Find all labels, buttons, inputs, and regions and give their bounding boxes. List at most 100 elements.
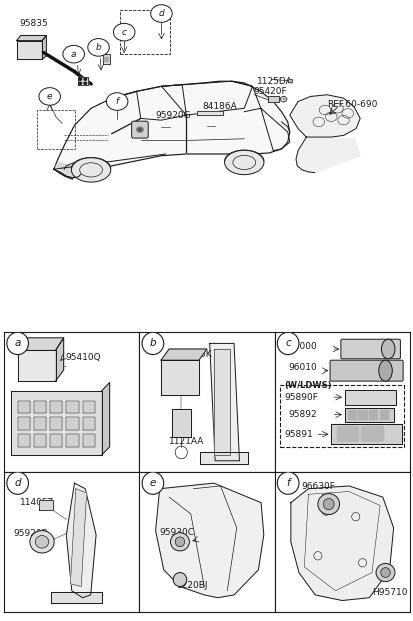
Circle shape <box>113 24 135 41</box>
Polygon shape <box>50 434 62 447</box>
Polygon shape <box>17 35 46 40</box>
Ellipse shape <box>380 568 389 578</box>
Polygon shape <box>18 338 64 350</box>
Circle shape <box>106 93 128 111</box>
Text: 95810K: 95810K <box>177 350 211 360</box>
Ellipse shape <box>35 535 49 548</box>
Polygon shape <box>161 360 198 395</box>
Polygon shape <box>336 434 358 441</box>
Polygon shape <box>360 426 382 433</box>
Ellipse shape <box>71 158 110 182</box>
Polygon shape <box>70 489 86 586</box>
Polygon shape <box>209 343 239 461</box>
FancyBboxPatch shape <box>329 360 402 381</box>
Text: e: e <box>47 92 52 101</box>
Polygon shape <box>197 111 222 116</box>
Circle shape <box>79 78 81 80</box>
Polygon shape <box>51 592 101 604</box>
Polygon shape <box>347 410 355 419</box>
Ellipse shape <box>224 150 263 175</box>
Polygon shape <box>34 434 46 447</box>
Text: e: e <box>150 478 156 488</box>
Polygon shape <box>344 389 395 405</box>
Polygon shape <box>336 426 358 433</box>
Text: d: d <box>158 9 164 18</box>
Polygon shape <box>34 401 46 414</box>
Circle shape <box>173 573 186 586</box>
Polygon shape <box>42 35 46 59</box>
Text: f: f <box>286 478 289 488</box>
Text: (W/LDWS): (W/LDWS) <box>283 381 331 390</box>
Text: c: c <box>285 338 290 348</box>
Polygon shape <box>18 417 30 430</box>
Polygon shape <box>78 77 88 85</box>
Text: 95420F: 95420F <box>253 87 287 96</box>
Polygon shape <box>18 401 30 414</box>
Polygon shape <box>39 500 53 510</box>
Polygon shape <box>155 483 263 597</box>
Text: 96000: 96000 <box>287 342 316 351</box>
Text: 95920B: 95920B <box>14 529 48 538</box>
Polygon shape <box>336 430 358 437</box>
Text: 96010: 96010 <box>287 363 316 372</box>
Circle shape <box>150 5 172 22</box>
Text: 95835: 95835 <box>20 19 48 28</box>
Polygon shape <box>66 483 96 597</box>
Polygon shape <box>358 410 366 419</box>
Polygon shape <box>55 338 64 381</box>
Polygon shape <box>161 349 206 360</box>
Text: 95410Q: 95410Q <box>65 353 100 362</box>
Text: a: a <box>14 338 21 348</box>
Polygon shape <box>331 425 401 444</box>
Polygon shape <box>50 417 62 430</box>
Text: 95891: 95891 <box>283 430 312 438</box>
Text: 1125DA: 1125DA <box>256 77 292 86</box>
Circle shape <box>277 332 298 355</box>
Text: 1121AA: 1121AA <box>169 437 204 446</box>
Polygon shape <box>102 54 110 65</box>
Polygon shape <box>82 434 95 447</box>
Circle shape <box>39 88 60 105</box>
FancyBboxPatch shape <box>340 339 399 359</box>
Polygon shape <box>50 401 62 414</box>
Polygon shape <box>66 434 78 447</box>
Text: 96630F: 96630F <box>301 482 335 491</box>
Polygon shape <box>56 163 76 176</box>
Polygon shape <box>290 486 393 601</box>
Text: H95710: H95710 <box>371 588 406 597</box>
Polygon shape <box>18 434 30 447</box>
Text: c: c <box>121 28 126 37</box>
Polygon shape <box>379 410 387 419</box>
Polygon shape <box>34 417 46 430</box>
Polygon shape <box>171 409 190 437</box>
Circle shape <box>84 78 86 80</box>
Circle shape <box>63 45 84 63</box>
Polygon shape <box>54 81 289 178</box>
Circle shape <box>7 332 28 355</box>
Text: b: b <box>149 338 156 348</box>
Polygon shape <box>213 349 230 455</box>
Text: 1140FZ: 1140FZ <box>20 499 55 507</box>
Text: b: b <box>95 43 101 52</box>
Ellipse shape <box>175 537 184 546</box>
Polygon shape <box>101 383 109 455</box>
Circle shape <box>88 39 109 56</box>
Ellipse shape <box>170 533 189 551</box>
Circle shape <box>136 127 143 132</box>
Text: 95920G: 95920G <box>155 111 190 120</box>
Polygon shape <box>11 391 101 455</box>
Text: 95890F: 95890F <box>283 392 317 402</box>
Polygon shape <box>104 57 108 61</box>
Polygon shape <box>344 408 393 422</box>
Ellipse shape <box>317 494 339 515</box>
Polygon shape <box>82 417 95 430</box>
Polygon shape <box>18 350 55 381</box>
Polygon shape <box>17 40 42 59</box>
Polygon shape <box>368 410 377 419</box>
Polygon shape <box>200 452 247 463</box>
Text: 84186A: 84186A <box>202 102 237 111</box>
Circle shape <box>277 472 298 494</box>
Ellipse shape <box>380 339 394 359</box>
Polygon shape <box>66 417 78 430</box>
Circle shape <box>79 82 81 84</box>
